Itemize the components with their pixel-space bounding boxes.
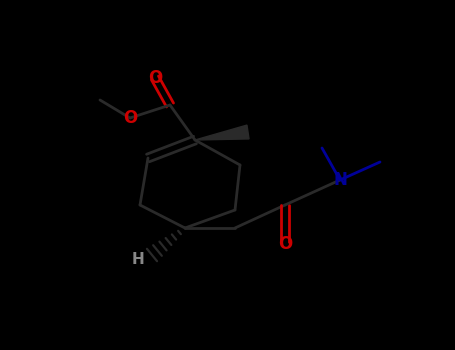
Text: H: H	[131, 252, 144, 267]
Text: O: O	[123, 109, 137, 127]
Text: N: N	[333, 171, 347, 189]
Polygon shape	[195, 125, 249, 140]
Text: O: O	[278, 235, 292, 253]
Text: O: O	[148, 69, 162, 87]
